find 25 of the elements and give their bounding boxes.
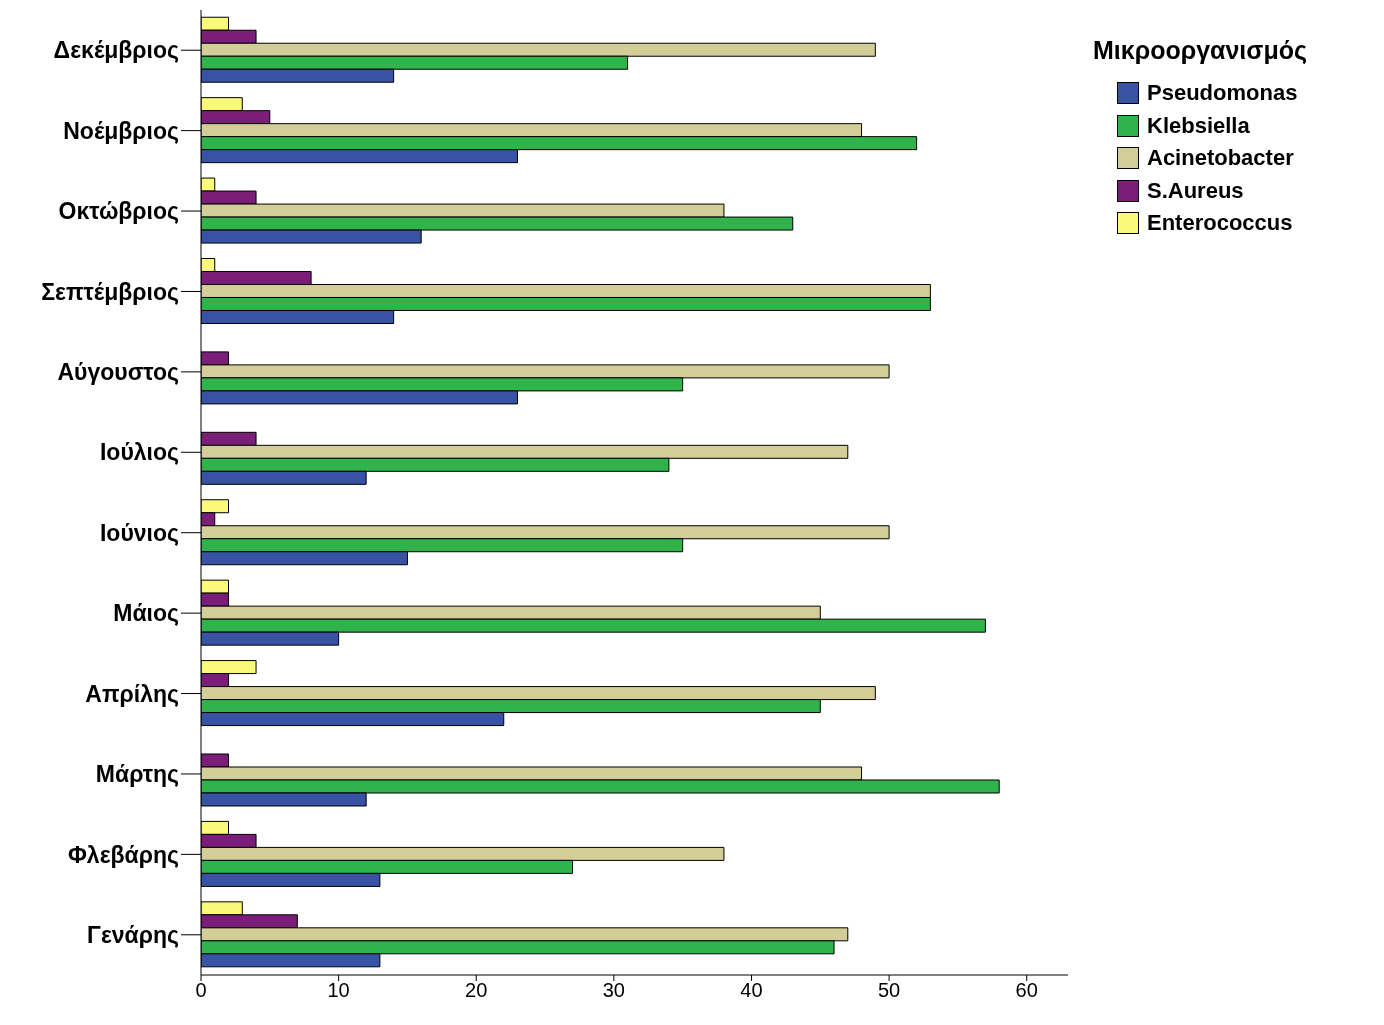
x-tick-label: 30 xyxy=(602,979,625,1002)
legend-label: Klebsiella xyxy=(1147,112,1250,139)
y-tick-label: Μάρτης xyxy=(95,761,180,788)
y-tick-label: Σεπτέμβριος xyxy=(41,278,180,305)
y-tick-label: Μάιος xyxy=(113,600,180,627)
x-tick-label: 0 xyxy=(195,979,207,1002)
y-tick-label: Δεκέμβριος xyxy=(53,37,180,64)
legend-label: S.Aureus xyxy=(1147,177,1244,204)
legend-title: Μικροοργανισμός xyxy=(1093,36,1307,65)
x-tick-label: 40 xyxy=(740,979,763,1002)
legend-label: Pseudomonas xyxy=(1147,80,1298,107)
y-tick-label: Φλεβάρης xyxy=(67,841,180,868)
x-tick-label: 20 xyxy=(465,979,488,1002)
x-tick-label: 60 xyxy=(1015,979,1038,1002)
y-tick-label: Ιούλιος xyxy=(99,439,180,466)
y-tick-label: Νοέμβριος xyxy=(63,117,180,144)
x-tick-label: 10 xyxy=(327,979,350,1002)
y-tick-label: Γενάρης xyxy=(87,921,180,948)
x-tick-label: 50 xyxy=(877,979,901,1002)
y-tick-label: Οκτώβριος xyxy=(58,198,180,225)
legend-label: Acinetobacter xyxy=(1147,145,1294,172)
y-tick-label: Απρίλης xyxy=(85,680,180,707)
y-tick-label: Ιούνιος xyxy=(99,519,180,546)
legend-label: Enterococcus xyxy=(1147,210,1293,237)
y-tick-label: Αύγουστος xyxy=(57,359,180,386)
